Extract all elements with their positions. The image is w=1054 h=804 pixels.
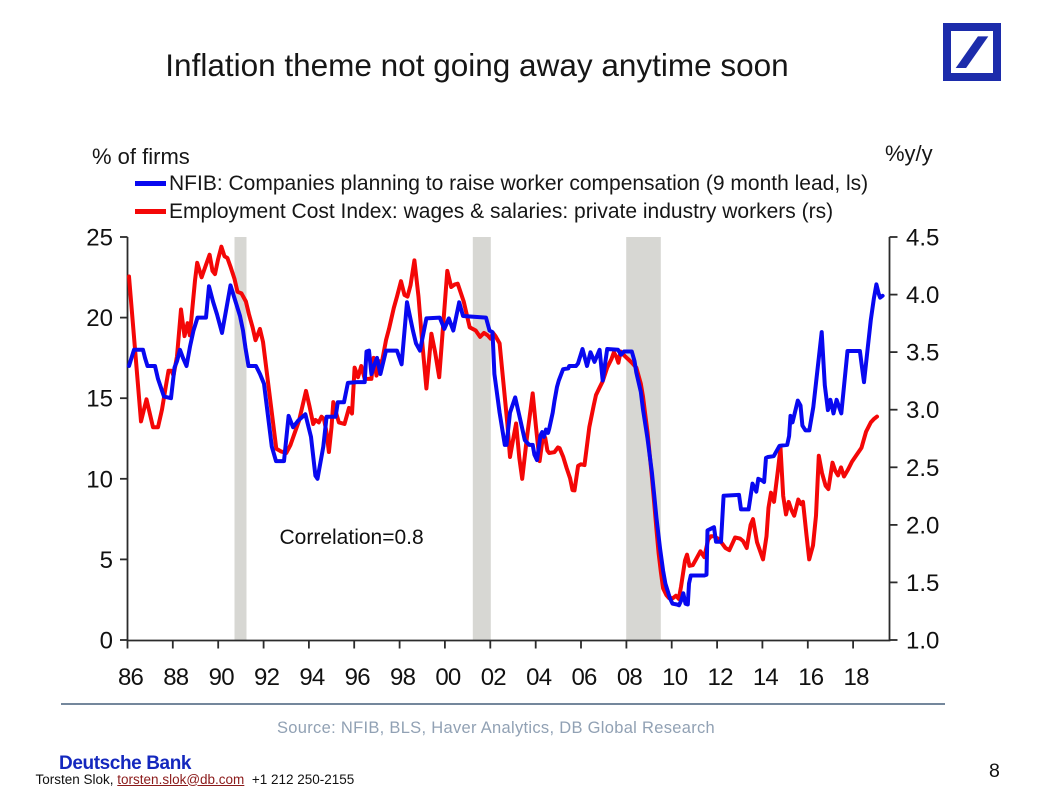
svg-text:00: 00 bbox=[435, 664, 461, 691]
svg-text:25: 25 bbox=[86, 225, 113, 252]
svg-text:06: 06 bbox=[571, 664, 597, 691]
svg-text:15: 15 bbox=[86, 386, 113, 413]
svg-text:14: 14 bbox=[753, 664, 779, 691]
svg-text:92: 92 bbox=[254, 664, 280, 691]
svg-text:0: 0 bbox=[100, 628, 113, 655]
svg-text:08: 08 bbox=[617, 664, 643, 691]
svg-text:20: 20 bbox=[86, 305, 113, 332]
svg-text:1.5: 1.5 bbox=[906, 570, 939, 597]
svg-text:4.0: 4.0 bbox=[906, 282, 939, 309]
svg-text:88: 88 bbox=[163, 664, 189, 691]
svg-text:96: 96 bbox=[345, 664, 371, 691]
svg-text:1.0: 1.0 bbox=[906, 628, 939, 655]
svg-text:90: 90 bbox=[209, 664, 235, 691]
svg-text:16: 16 bbox=[798, 664, 824, 691]
svg-text:3.0: 3.0 bbox=[906, 397, 939, 424]
svg-text:10: 10 bbox=[86, 466, 113, 493]
svg-text:4.5: 4.5 bbox=[906, 225, 939, 252]
svg-text:5: 5 bbox=[100, 547, 113, 574]
svg-text:02: 02 bbox=[481, 664, 507, 691]
svg-text:98: 98 bbox=[390, 664, 416, 691]
svg-text:04: 04 bbox=[526, 664, 552, 691]
svg-text:10: 10 bbox=[662, 664, 688, 691]
svg-text:Correlation=0.8: Correlation=0.8 bbox=[280, 526, 424, 549]
svg-text:18: 18 bbox=[844, 664, 870, 691]
svg-text:86: 86 bbox=[118, 664, 144, 691]
svg-text:94: 94 bbox=[299, 664, 325, 691]
svg-text:3.5: 3.5 bbox=[906, 340, 939, 367]
svg-text:2.5: 2.5 bbox=[906, 455, 939, 482]
svg-text:12: 12 bbox=[708, 664, 734, 691]
svg-text:2.0: 2.0 bbox=[906, 512, 939, 539]
